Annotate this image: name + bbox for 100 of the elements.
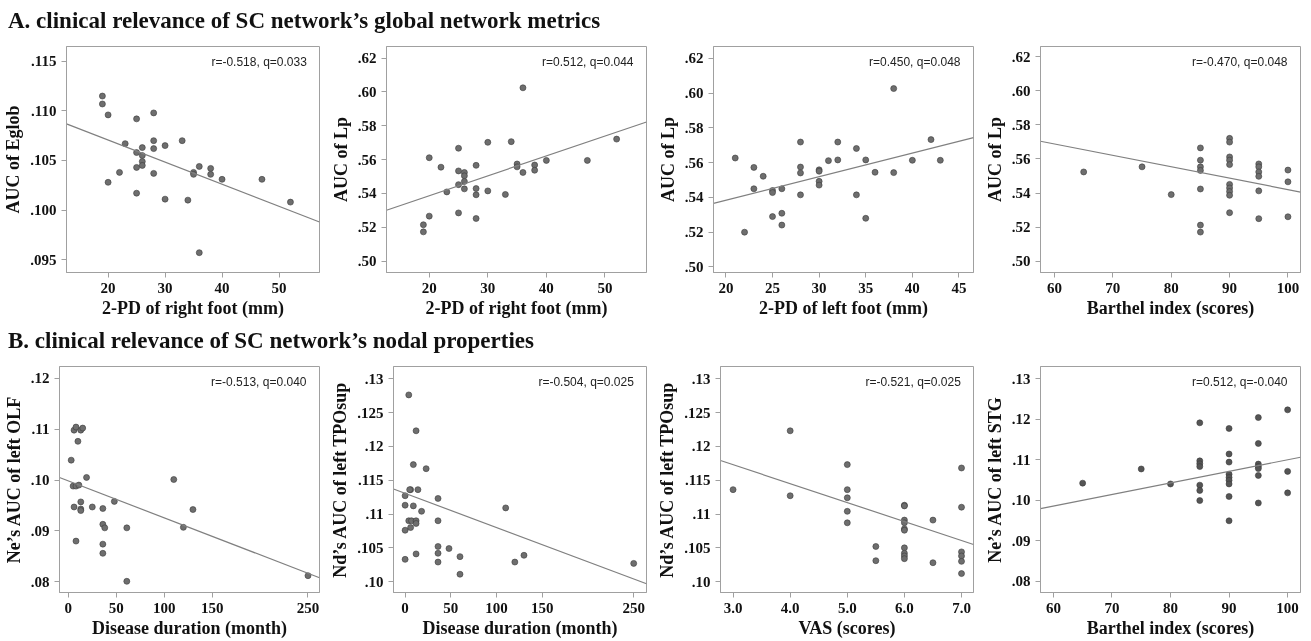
- y-axis-title: Nd’s AUC of left TPOsup: [657, 382, 678, 578]
- annotation: r=0.512, q=0.044: [542, 55, 634, 70]
- annotation: r=-0.470, q=0.048: [1192, 55, 1288, 70]
- y-tick-label: .11: [692, 506, 711, 523]
- x-axis-title: Disease duration (month): [422, 617, 618, 639]
- x-tick-label: 0: [64, 599, 73, 616]
- y-tick-label: .10: [691, 573, 711, 590]
- y-tick-label: .110: [31, 102, 57, 119]
- y-tick-label: .115: [358, 472, 384, 489]
- y-tick-label: .105: [357, 539, 384, 556]
- y-tick-label: .62: [684, 50, 704, 67]
- annotation: r=-0.513, q=0.040: [211, 375, 307, 390]
- x-tick-label: 45: [951, 279, 967, 296]
- y-tick-label: .10: [1011, 492, 1031, 509]
- x-tick-label: 4.0: [780, 599, 800, 616]
- x-tick-label: 3.0: [723, 599, 743, 616]
- y-tick-label: .60: [1011, 82, 1031, 99]
- x-axis-title: Disease duration (month): [92, 617, 288, 639]
- y-tick-label: .13: [691, 370, 711, 387]
- x-tick-label: 80: [1163, 599, 1178, 616]
- y-tick-label: .58: [684, 119, 704, 136]
- y-tick-label: .56: [684, 154, 704, 171]
- chart-title: B. clinical relevance of SC network’s nodal properties: [8, 327, 534, 355]
- x-tick-label: 20: [718, 279, 734, 296]
- annotation: r=-0.518, q=0.033: [211, 55, 308, 70]
- y-axis-title: AUC of Lp: [330, 116, 351, 202]
- x-tick-label: 150: [200, 599, 224, 616]
- annotation: r=0.512, q=-0.040: [1192, 375, 1288, 390]
- x-tick-label: 25: [765, 279, 781, 296]
- x-tick-label: 90: [1221, 599, 1237, 616]
- y-tick-label: .60: [357, 83, 377, 100]
- y-tick-label: .13: [1011, 370, 1031, 387]
- x-tick-label: 60: [1047, 279, 1063, 296]
- annotation: r=0.450, q=0.048: [869, 55, 961, 70]
- y-tick-label: .13: [364, 370, 384, 387]
- x-tick-label: 50: [271, 279, 287, 296]
- x-tick-label: 30: [480, 279, 496, 296]
- y-axis-title: AUC of Eglob: [3, 105, 24, 214]
- x-tick-label: 40: [214, 279, 230, 296]
- y-tick-label: .58: [357, 117, 377, 134]
- y-tick-label: .115: [685, 472, 711, 489]
- annotation: r=-0.504, q=0.025: [538, 375, 635, 390]
- y-tick-label: .09: [30, 522, 50, 539]
- y-tick-label: .12: [30, 370, 50, 387]
- y-tick-label: .12: [1011, 411, 1031, 428]
- x-tick-label: 5.0: [837, 599, 857, 616]
- y-axis-title: AUC of Lp: [984, 116, 1005, 202]
- x-axis-title: Barthel index (scores): [1086, 617, 1255, 639]
- y-tick-label: .56: [357, 151, 377, 168]
- y-tick-label: .100: [30, 202, 57, 219]
- x-tick-label: 35: [858, 279, 874, 296]
- y-tick-label: .08: [1011, 573, 1031, 590]
- y-tick-label: .11: [1012, 451, 1031, 468]
- x-tick-label: 20: [100, 279, 116, 296]
- y-axis-title: Ne’s AUC of left OLF: [3, 396, 24, 564]
- x-tick-label: 70: [1104, 599, 1120, 616]
- x-tick-label: 250: [622, 599, 645, 616]
- y-tick-label: .62: [1011, 48, 1031, 65]
- x-tick-label: 40: [904, 279, 920, 296]
- y-axis-title: AUC of Lp: [657, 116, 678, 202]
- x-axis-title: 2-PD of right foot (mm): [425, 297, 608, 319]
- y-tick-label: .50: [1011, 253, 1031, 270]
- x-tick-label: 60: [1045, 599, 1061, 616]
- x-tick-label: 40: [538, 279, 554, 296]
- x-tick-label: 20: [421, 279, 437, 296]
- x-tick-label: 100: [1276, 279, 1300, 296]
- y-tick-label: .62: [357, 50, 377, 67]
- y-tick-label: .52: [684, 224, 704, 241]
- x-tick-label: 90: [1222, 279, 1238, 296]
- x-tick-label: 7.0: [952, 599, 971, 616]
- x-tick-label: 30: [811, 279, 827, 296]
- y-tick-label: .095: [30, 251, 57, 268]
- x-tick-label: 30: [157, 279, 173, 296]
- x-tick-label: 250: [296, 599, 320, 616]
- y-axis-title: Nd’s AUC of left TPOsup: [330, 382, 351, 578]
- y-tick-label: .12: [364, 438, 384, 455]
- y-tick-label: .115: [31, 53, 57, 70]
- y-tick-label: .11: [31, 421, 50, 438]
- y-tick-label: .09: [1011, 532, 1031, 549]
- x-axis-title: 2-PD of right foot (mm): [102, 297, 284, 319]
- y-tick-label: .125: [357, 404, 384, 421]
- y-axis-title: Ne’s AUC of left STG: [984, 397, 1005, 563]
- y-tick-label: .125: [684, 404, 711, 421]
- y-tick-label: .10: [364, 573, 384, 590]
- y-tick-label: .105: [30, 152, 57, 169]
- y-tick-label: .10: [30, 472, 50, 489]
- y-tick-label: .105: [684, 539, 711, 556]
- y-tick-label: .54: [684, 189, 704, 206]
- x-axis-title: 2-PD of left foot (mm): [759, 297, 928, 319]
- x-tick-label: 0: [401, 599, 409, 616]
- y-tick-label: .52: [1011, 219, 1031, 236]
- x-tick-label: 50: [108, 599, 124, 616]
- x-tick-label: 50: [443, 599, 459, 616]
- y-tick-label: .58: [1011, 116, 1031, 133]
- x-tick-label: 6.0: [895, 599, 914, 616]
- y-tick-label: .12: [691, 438, 711, 455]
- y-tick-label: .50: [684, 258, 704, 275]
- x-tick-label: 100: [152, 599, 176, 616]
- y-tick-label: .08: [30, 573, 50, 590]
- y-tick-label: .60: [684, 85, 704, 102]
